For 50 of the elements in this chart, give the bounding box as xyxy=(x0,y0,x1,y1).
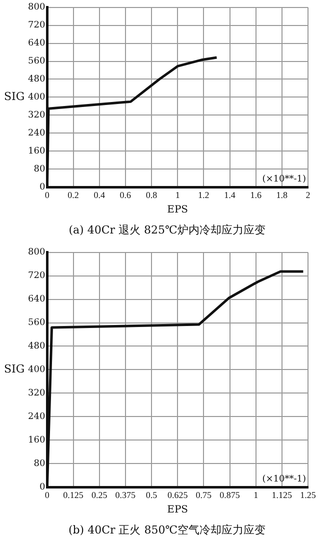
x-axis-title: EPS xyxy=(167,504,188,516)
x-tick-label: 0.625 xyxy=(167,490,188,500)
x-tick-label: 1.4 xyxy=(224,190,236,200)
y-tick-label: 560 xyxy=(28,56,46,67)
x-tick-label: 1.8 xyxy=(276,190,288,200)
text: (b) 40Cr 正火 850℃空气冷却应力应变 xyxy=(68,523,266,536)
x-tick-label: 0.6 xyxy=(120,190,132,200)
y-tick-label: 80 xyxy=(34,164,46,174)
y-tick-label: 560 xyxy=(28,318,46,328)
y-tick-label: 720 xyxy=(28,271,46,282)
y-tick-label: 800 xyxy=(28,2,46,13)
x-tick-label: 1 xyxy=(175,190,180,200)
x-tick-label: 0.75 xyxy=(196,490,212,500)
x-tick-label: 1.25 xyxy=(300,490,316,500)
x-tick-label: 0.375 xyxy=(115,490,136,500)
x-tick-label: 1.6 xyxy=(250,190,262,200)
y-tick-label: 0 xyxy=(39,482,46,492)
y-tick-label: 400 xyxy=(28,92,46,103)
y-tick-label: 160 xyxy=(28,435,46,446)
x-tick-label: 0.875 xyxy=(220,490,240,500)
y-tick-label: 400 xyxy=(28,365,46,376)
annotation: (×10**-1) xyxy=(262,474,306,484)
y-tick-label: 0 xyxy=(39,182,46,192)
x-tick-label: 0.125 xyxy=(63,490,84,500)
text: (a) 40Cr 退火 825℃炉内冷却应力应变 xyxy=(68,223,266,236)
y-axis-title: SIG xyxy=(4,90,25,104)
y-axis-title: SIG xyxy=(4,362,25,376)
y-tick-label: 640 xyxy=(28,294,46,305)
y-tick-label: 320 xyxy=(28,388,46,399)
y-tick-label: 720 xyxy=(28,20,46,31)
y-tick-label: 160 xyxy=(28,146,46,156)
y-tick-label: 320 xyxy=(28,110,46,121)
y-tick-label: 480 xyxy=(28,74,46,85)
y-tick-label: 480 xyxy=(28,342,46,352)
y-tick-label: 80 xyxy=(34,458,46,469)
x-tick-label: 2 xyxy=(306,190,310,200)
x-tick-label: 1.2 xyxy=(198,190,210,200)
x-tick-label: 0.25 xyxy=(91,490,108,500)
x-tick-label: 0.4 xyxy=(94,190,106,200)
x-axis-title: EPS xyxy=(167,204,188,216)
x-tick-label: 1 xyxy=(254,490,258,500)
y-tick-label: 240 xyxy=(28,412,46,422)
y-tick-label: 240 xyxy=(28,128,46,138)
y-tick-label: 640 xyxy=(28,38,46,49)
x-tick-label: 0.8 xyxy=(146,190,158,200)
y-tick-label: 800 xyxy=(28,248,46,258)
x-tick-label: 0.2 xyxy=(68,190,79,200)
x-tick-label: 1.125 xyxy=(272,490,293,500)
x-tick-label: 0.5 xyxy=(146,490,158,500)
annotation: (×10**-1) xyxy=(262,174,306,184)
